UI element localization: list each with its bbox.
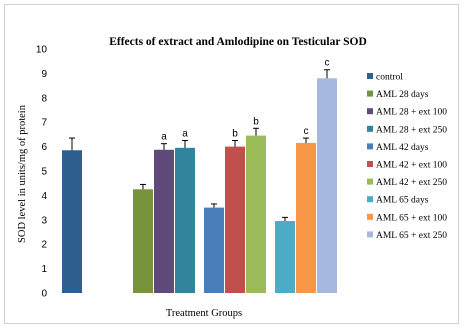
legend-entry: AML 42 days xyxy=(376,143,429,153)
legend-swatch xyxy=(367,90,373,97)
legend-entry: AML 42 + ext 250 xyxy=(376,178,447,188)
bar xyxy=(62,150,82,293)
y-axis: 0 1 2 3 4 5 6 7 8 9 10 xyxy=(36,45,48,300)
legend-swatch xyxy=(367,108,373,115)
legend-entry: control xyxy=(376,73,403,83)
error-bars xyxy=(69,69,330,222)
legend-entry: AML 28 + ext 100 xyxy=(376,108,447,118)
bar xyxy=(296,142,316,293)
legend-swatch xyxy=(367,213,373,220)
legend-swatch xyxy=(367,161,373,167)
legend-entry: AML 42 + ext 100 xyxy=(376,161,447,171)
legend-entry: AML 65 days xyxy=(376,196,429,206)
y-tick-label: 10 xyxy=(36,45,48,56)
legend-entry: AML 65 + ext 100 xyxy=(376,213,447,223)
significance-label: b xyxy=(253,116,259,127)
chart-svg: Effects of extract and Amlodipine on Tes… xyxy=(17,36,447,319)
bar xyxy=(204,207,224,293)
bar xyxy=(133,189,153,293)
y-tick-label: 2 xyxy=(41,240,47,251)
legend-swatch xyxy=(367,196,373,203)
chart-frame: Effects of extract and Amlodipine on Tes… xyxy=(4,4,459,324)
legend-swatch xyxy=(367,178,373,185)
y-axis-label: SOD level in units/mg of protein xyxy=(17,104,28,243)
legend-swatch xyxy=(367,73,373,79)
y-tick-label: 8 xyxy=(41,93,47,104)
legend: control AML 28 days AML 28 + ext 100 AML 28… xyxy=(367,73,447,241)
y-tick-label: 7 xyxy=(41,118,47,129)
x-axis-label: Treatment Groups xyxy=(166,308,242,319)
legend-swatch xyxy=(367,125,373,132)
bar xyxy=(275,221,295,293)
significance-label: b xyxy=(232,129,238,140)
legend-entry: AML 65 + ext 250 xyxy=(376,231,447,241)
legend-entry: AML 28 + ext 250 xyxy=(376,125,447,135)
bar xyxy=(175,147,195,293)
legend-swatch xyxy=(367,143,373,150)
significance-label: c xyxy=(325,58,330,69)
bar xyxy=(225,146,245,293)
y-tick-label: 0 xyxy=(41,289,47,300)
y-tick-label: 9 xyxy=(41,69,47,80)
legend-swatch xyxy=(367,231,373,238)
y-tick-label: 6 xyxy=(41,142,47,153)
y-tick-label: 3 xyxy=(41,215,47,226)
bar xyxy=(246,135,266,293)
chart-title: Effects of extract and Amlodipine on Tes… xyxy=(109,36,367,48)
bars xyxy=(62,78,337,293)
significance-label: a xyxy=(161,132,167,143)
bar xyxy=(317,78,337,293)
bar xyxy=(154,149,174,293)
y-tick-label: 4 xyxy=(41,191,47,202)
significance-label: a xyxy=(182,129,188,140)
significance-labels: a a b b c c xyxy=(161,58,329,143)
y-tick-label: 5 xyxy=(41,167,47,178)
significance-label: c xyxy=(304,126,309,137)
y-tick-label: 1 xyxy=(41,264,47,275)
legend-entry: AML 28 days xyxy=(376,90,429,100)
